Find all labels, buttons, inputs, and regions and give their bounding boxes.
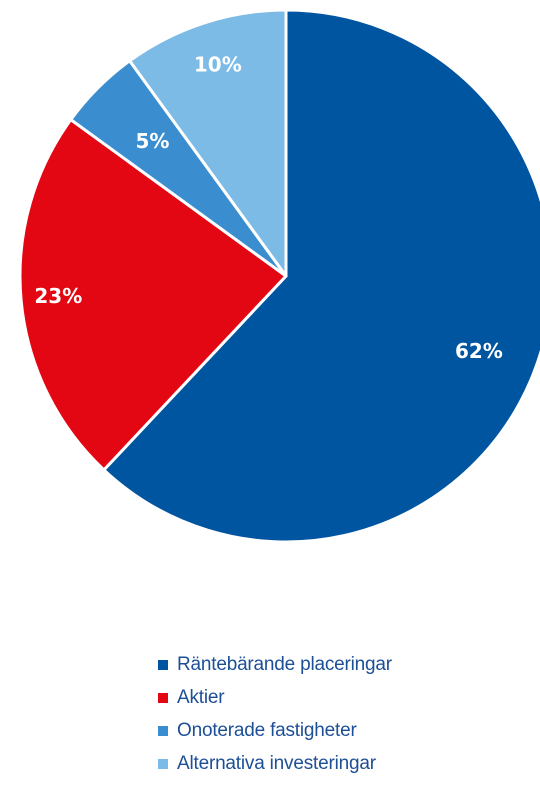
legend-label: Aktier: [177, 686, 225, 708]
pie-labels: 62% 23% 5% 10%: [34, 53, 502, 363]
legend-swatch: [158, 758, 168, 769]
pie-slices: [18, 8, 540, 544]
legend: Räntebärande placeringar Aktier Onoterad…: [158, 648, 392, 780]
pie-slice: [18, 118, 288, 472]
legend-label: Alternativa investeringar: [177, 752, 376, 774]
pie-slice-label: 23%: [34, 284, 82, 308]
legend-label: Räntebärande placeringar: [177, 653, 392, 675]
pie-slice: [128, 8, 288, 278]
legend-swatch: [158, 692, 168, 703]
pie-slice: [102, 8, 540, 544]
pie-slice-label: 5%: [136, 129, 170, 153]
legend-swatch: [158, 659, 168, 670]
legend-label: Onoterade fastigheter: [177, 719, 357, 741]
legend-swatch: [158, 725, 168, 736]
pie-slice-label: 10%: [194, 53, 242, 77]
legend-item-aktier: Aktier: [158, 681, 392, 714]
legend-item-rantebarande: Räntebärande placeringar: [158, 648, 392, 681]
pie-slice-label: 62%: [455, 339, 503, 363]
legend-item-onoterade-fastigheter: Onoterade fastigheter: [158, 714, 392, 747]
pie-chart: 62% 23% 5% 10%: [18, 8, 540, 544]
legend-item-alternativa-investeringar: Alternativa investeringar: [158, 747, 392, 780]
